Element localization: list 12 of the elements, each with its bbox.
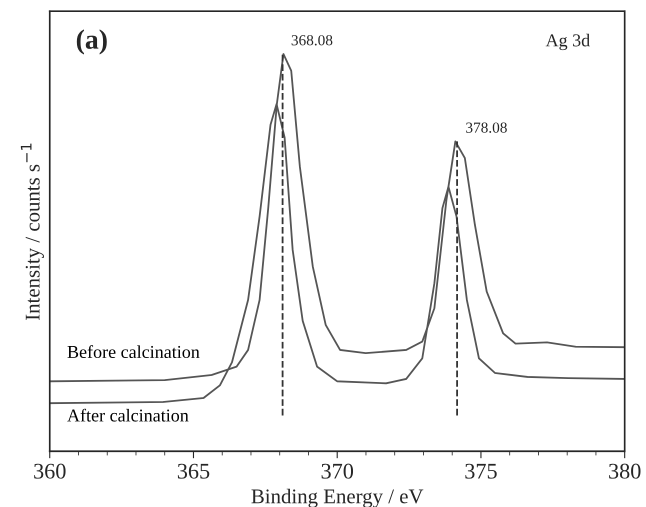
annotation: (a) [76,29,107,55]
text: Ag 3d [546,34,590,50]
annotation: 378.08 [466,122,507,133]
series-label: Before calcination [68,345,200,358]
x-tick-label: 365 [178,464,210,479]
x-tick-label: 375 [465,464,497,479]
x-tick-label: 360 [34,464,66,479]
x-tick-label: 370 [322,464,354,479]
series-label: After calcination [67,408,189,422]
y-axis-title: Intensity / counts s$^{−1}$ [20,144,44,320]
x-tick-label: 380 [609,464,640,479]
annotation: 368.08 [292,35,332,46]
